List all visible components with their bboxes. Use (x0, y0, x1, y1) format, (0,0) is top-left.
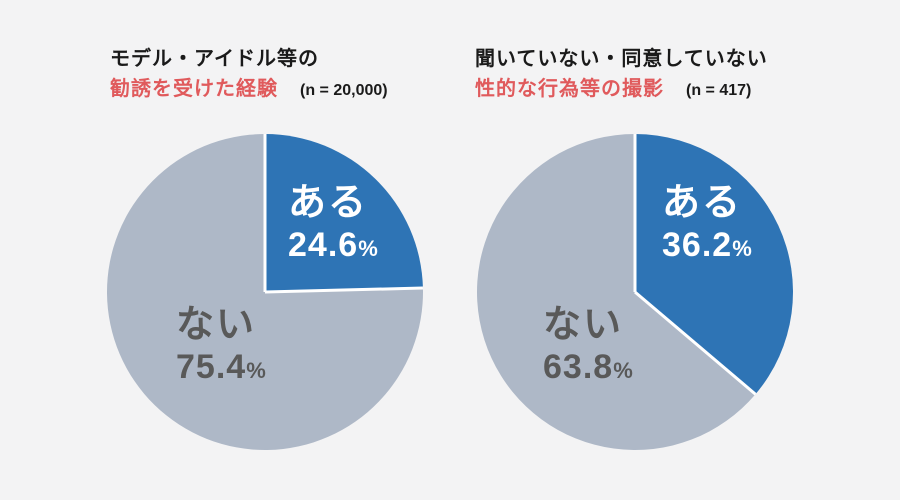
right-pie-label-yes: ある 36.2% (662, 180, 753, 268)
percent-sign: % (732, 236, 753, 261)
pie-slice-0 (265, 134, 423, 292)
right-chart-title-line1: 聞いていない・同意していない (475, 48, 768, 70)
left-pie-label-yes-value: 24.6% (288, 226, 379, 264)
right-pie-label-yes-text: ある (662, 182, 743, 224)
pie-slice-1 (106, 134, 423, 451)
slice-separator-line (264, 286, 423, 294)
right-pie-label-no-value: 63.8% (543, 348, 634, 386)
left-chart-title-line2: 勧誘を受けた経験 (n = 20,000) (110, 74, 388, 106)
left-pie-label-no: ない 75.4% (176, 302, 267, 390)
percent-sign: % (358, 236, 379, 261)
right-pie-label-yes-value: 36.2% (662, 226, 753, 264)
right-pie-chart (476, 134, 793, 450)
left-pie-label-yes: ある 24.6% (288, 180, 379, 268)
left-pie-label-yes-text: ある (288, 182, 369, 224)
percent-sign: % (613, 358, 634, 383)
left-chart-title: モデル・アイドル等の 勧誘を受けた経験 (n = 20,000) (110, 44, 388, 106)
left-chart-title-line1: モデル・アイドル等の (110, 48, 319, 70)
left-pie-label-no-text: ない (176, 304, 257, 346)
left-pie-chart (106, 134, 423, 451)
pie-slice-0 (635, 134, 793, 395)
left-chart-sample-size: (n = 20,000) (300, 82, 388, 99)
right-chart-title-line2: 性的な行為等の撮影 (n = 417) (475, 74, 768, 106)
right-pie-label-no: ない 63.8% (543, 302, 634, 390)
pie-slice-1 (476, 134, 756, 450)
right-chart-sample-size: (n = 417) (686, 82, 752, 99)
right-chart-title-highlight: 性的な行為等の撮影 (475, 78, 664, 100)
percent-sign: % (246, 358, 267, 383)
slice-separator-line (634, 290, 757, 396)
left-pie-label-no-value: 75.4% (176, 348, 267, 386)
right-chart-title: 聞いていない・同意していない 性的な行為等の撮影 (n = 417) (475, 44, 768, 106)
right-pie-label-no-text: ない (543, 304, 624, 346)
left-chart-title-highlight: 勧誘を受けた経験 (110, 78, 278, 100)
